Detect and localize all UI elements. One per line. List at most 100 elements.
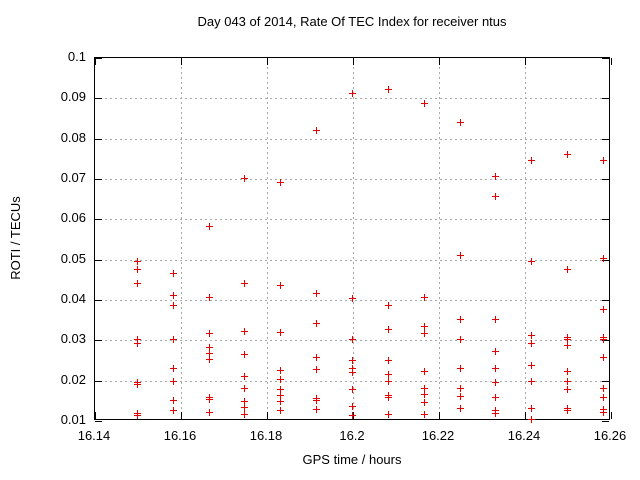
y-tick <box>95 179 102 180</box>
data-point <box>206 344 213 351</box>
data-point <box>564 386 571 393</box>
data-point <box>134 381 141 388</box>
data-point <box>170 292 177 299</box>
x-tick <box>525 412 526 419</box>
data-point <box>528 362 535 369</box>
data-point <box>528 378 535 385</box>
data-point <box>385 86 392 93</box>
data-point <box>349 403 356 410</box>
data-point <box>241 411 248 418</box>
data-point <box>457 385 464 392</box>
data-point <box>277 367 284 374</box>
data-point <box>564 368 571 375</box>
data-point <box>421 391 428 398</box>
x-tick-mirror <box>267 58 268 65</box>
data-point <box>313 397 320 404</box>
y-tick <box>95 98 102 99</box>
data-point <box>600 157 607 164</box>
data-point <box>457 393 464 400</box>
y-tick-mirror <box>602 139 609 140</box>
data-point <box>564 407 571 414</box>
x-gridline <box>353 58 354 419</box>
y-tick-label: 0.08 <box>60 130 86 145</box>
x-tick <box>95 412 96 419</box>
y-tick-label: 0.04 <box>60 291 86 306</box>
data-point <box>421 100 428 107</box>
y-tick-label: 0.06 <box>60 210 86 225</box>
data-point <box>170 336 177 343</box>
data-point <box>385 378 392 385</box>
data-point <box>277 392 284 399</box>
data-point <box>134 412 141 419</box>
data-point <box>528 405 535 412</box>
x-tick-mirror <box>439 58 440 65</box>
x-gridline <box>525 58 526 419</box>
data-point <box>241 404 248 411</box>
data-point <box>206 409 213 416</box>
x-tick-label: 16.18 <box>249 428 283 443</box>
data-point <box>277 407 284 414</box>
data-point <box>385 371 392 378</box>
y-axis-title: ROTI / TECUs <box>8 196 23 280</box>
data-point <box>385 357 392 364</box>
data-point <box>492 365 499 372</box>
data-point <box>206 356 213 363</box>
x-tick-mirror <box>525 58 526 65</box>
data-point <box>385 326 392 333</box>
data-point <box>277 386 284 393</box>
x-gridline <box>267 58 268 419</box>
data-point <box>170 397 177 404</box>
data-point <box>241 328 248 335</box>
data-point <box>349 369 356 376</box>
y-tick-mirror <box>602 179 609 180</box>
y-tick-label: 0.03 <box>60 331 86 346</box>
y-tick <box>95 219 102 220</box>
data-point <box>277 376 284 383</box>
x-tick <box>267 412 268 419</box>
data-point <box>421 399 428 406</box>
data-point <box>492 379 499 386</box>
data-point <box>528 157 535 164</box>
data-point <box>492 173 499 180</box>
data-point <box>134 258 141 265</box>
data-point <box>564 336 571 343</box>
data-point <box>457 119 464 126</box>
data-point <box>170 407 177 414</box>
data-point <box>600 394 607 401</box>
data-point <box>492 394 499 401</box>
data-point <box>277 179 284 186</box>
y-tick-mirror <box>602 300 609 301</box>
data-point <box>206 330 213 337</box>
y-tick <box>95 58 102 59</box>
y-gridline <box>95 219 609 220</box>
y-tick <box>95 260 102 261</box>
data-point <box>457 365 464 372</box>
y-tick-label: 0.07 <box>60 170 86 185</box>
data-point <box>206 294 213 301</box>
data-point <box>600 336 607 343</box>
data-point <box>528 258 535 265</box>
data-point <box>134 266 141 273</box>
data-point <box>421 323 428 330</box>
data-point <box>241 398 248 405</box>
data-point <box>206 396 213 403</box>
x-tick-label: 16.14 <box>77 428 111 443</box>
data-point <box>206 223 213 230</box>
data-point <box>457 252 464 259</box>
y-tick <box>95 139 102 140</box>
data-point <box>313 320 320 327</box>
data-point <box>528 340 535 347</box>
data-point <box>457 405 464 412</box>
y-tick-mirror <box>602 58 609 59</box>
y-tick-label: 0.05 <box>60 251 86 266</box>
data-point <box>564 266 571 273</box>
x-tick <box>439 412 440 419</box>
data-point <box>134 340 141 347</box>
data-point <box>206 350 213 357</box>
x-tick-mirror <box>95 58 96 65</box>
data-point <box>564 342 571 349</box>
data-point <box>492 316 499 323</box>
data-point <box>241 373 248 380</box>
data-point <box>385 394 392 401</box>
